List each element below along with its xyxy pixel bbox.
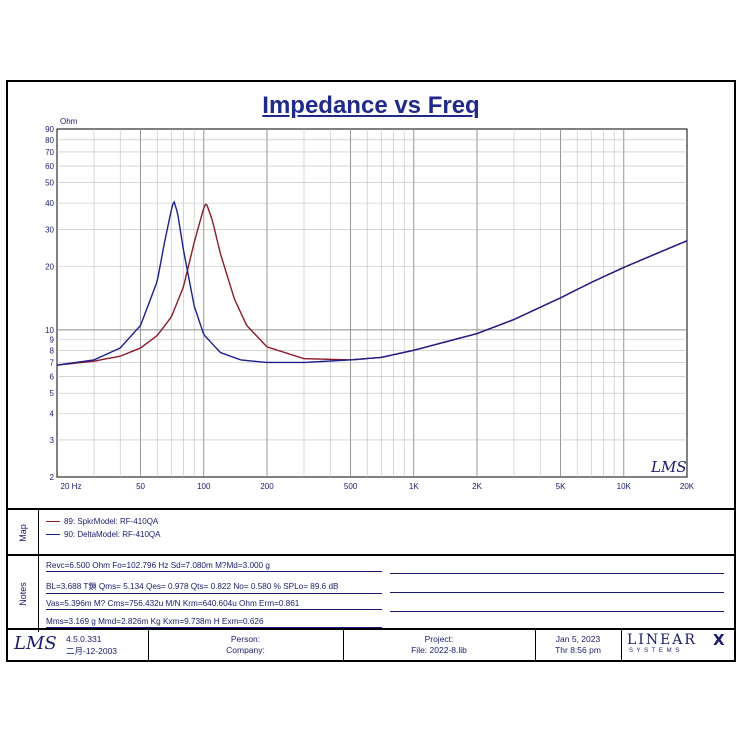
y-axis-label: Ohm <box>60 117 78 126</box>
report-frame: Impedance vs Freq 20 Hz 50 100 200 500 1K 2K 5K… <box>6 80 736 662</box>
impedance-chart: 20 Hz 50 100 200 500 1K 2K 5K 10K 20K 23456789102… <box>45 117 695 491</box>
blank-note-line <box>390 611 724 612</box>
y-tick-label: 4 <box>50 410 55 419</box>
y-tick-label: 5 <box>50 389 55 398</box>
note-line-2: BL=3.688 T鎖 Qms= 5.134 Qes= 0.978 Qts= 0… <box>46 580 382 594</box>
y-tick-labels: 2 3 4 5 6 7 8 910 20 30 40 50 60 70 80 90 <box>45 125 54 482</box>
plot-area <box>56 128 688 478</box>
x-tick-label: 10K <box>617 482 632 491</box>
project-label: Project: <box>424 634 454 644</box>
x-tick-label: 100 <box>197 482 211 491</box>
map-entry-text-1: 89: SpkrModel: RF-410QA <box>64 517 159 526</box>
brand-mark: X <box>713 631 725 649</box>
y-tick-label: 70 <box>45 148 54 157</box>
series-line-2 <box>56 200 688 366</box>
note-line-3: Vas=5.396m M? Cms=756.432u M/N Krm=640.6… <box>46 599 382 610</box>
x-tick-label: 5K <box>556 482 566 491</box>
x-tick-label: 50 <box>136 482 145 491</box>
person-label: Person: <box>230 634 261 644</box>
x-tick-label: 500 <box>344 482 358 491</box>
map-entry: 89: SpkrModel: RF-410QA <box>46 517 158 526</box>
version-date: 二月-12-2003 <box>66 646 118 656</box>
map-section: Map 89: SpkrModel: RF-410QA 90: DeltaMod… <box>8 508 734 556</box>
y-tick-label: 7 <box>50 358 55 367</box>
footer-version-cell: LMS 4.5.0.331 二月-12-2003 <box>8 630 149 660</box>
map-entry: 90: DeltaModel: RF-410QA <box>46 530 161 539</box>
series-swatch-2 <box>46 534 60 535</box>
series-swatch-1 <box>46 521 60 522</box>
y-tick-label: 3 <box>50 436 55 445</box>
map-entry-text-2: 90: DeltaModel: RF-410QA <box>64 530 161 539</box>
x-tick-label: 200 <box>260 482 274 491</box>
y-tick-label: 8 <box>50 346 55 355</box>
blank-note-line <box>390 573 724 574</box>
y-tick-label: 80 <box>45 136 54 145</box>
footer: LMS 4.5.0.331 二月-12-2003 Person: Company… <box>8 628 734 660</box>
x-tick-label: 2K <box>472 482 482 491</box>
series-lines <box>56 200 688 366</box>
notes-section: Notes Revc=6.500 Ohm Fo=102.796 Hz Sd=7.… <box>8 554 734 634</box>
x-tick-label: 20K <box>680 482 695 491</box>
y-tick-label: 9 <box>50 335 55 344</box>
chart-title: Impedance vs Freq <box>262 92 480 119</box>
y-tick-label: 20 <box>45 263 54 272</box>
y-tick-label: 40 <box>45 199 54 208</box>
version-text: 4.5.0.331 <box>66 634 102 644</box>
y-tick-label: 90 <box>45 125 54 134</box>
lms-logo: LMS <box>14 633 57 654</box>
footer-project-cell: Project: File: 2022-8.lib <box>343 630 536 660</box>
blank-note-line <box>390 592 724 593</box>
brand-subtext: S Y S T E M S <box>629 648 681 654</box>
note-line-4: Mms=3.169 g Mmd=2.826m Kg Kxm=9.738m H E… <box>46 617 382 628</box>
lms-watermark: LMS <box>650 458 687 476</box>
brand-text: LINEAR <box>627 632 697 648</box>
linearx-logo: LINEAR X S Y S T E M S <box>621 630 734 660</box>
y-tick-label: 50 <box>45 179 54 188</box>
map-label: Map <box>17 524 28 542</box>
date-text: Jan 5, 2023 <box>555 634 601 644</box>
y-tick-label: 2 <box>50 473 55 482</box>
y-tick-label: 30 <box>45 225 54 234</box>
notes-label: Notes <box>17 582 28 606</box>
company-label: Company: <box>226 645 265 655</box>
map-label-cell: Map <box>8 510 39 556</box>
notes-label-cell: Notes <box>8 556 39 632</box>
grid <box>56 128 688 478</box>
x-tick-label: 20 Hz <box>61 482 82 491</box>
note-line-1: Revc=6.500 Ohm Fo=102.796 Hz Sd=7.080m M… <box>46 561 382 572</box>
x-tick-label: 1K <box>409 482 419 491</box>
footer-person-cell: Person: Company: <box>148 630 344 660</box>
time-text: Thr 8:56 pm <box>555 645 601 655</box>
x-tick-labels: 20 Hz 50 100 200 500 1K 2K 5K 10K 20K <box>61 482 695 491</box>
footer-date-cell: Jan 5, 2023 Thr 8:56 pm <box>535 630 622 660</box>
y-tick-label: 60 <box>45 162 54 171</box>
file-label: File: 2022-8.lib <box>411 645 467 655</box>
y-tick-label: 10 <box>45 326 54 335</box>
y-tick-label: 6 <box>50 373 55 382</box>
